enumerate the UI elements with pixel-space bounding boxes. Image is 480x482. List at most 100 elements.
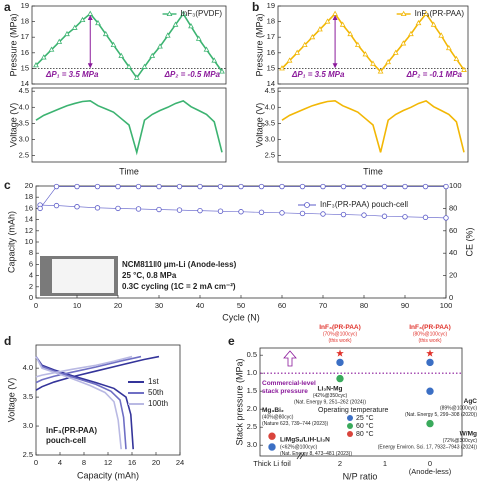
y-tick-label: 100 bbox=[449, 181, 462, 190]
y-axis-label: Voltage (V) bbox=[8, 103, 18, 148]
point-note: (this work) bbox=[328, 338, 351, 344]
point bbox=[335, 374, 345, 383]
marker bbox=[195, 35, 202, 41]
marker bbox=[461, 66, 467, 72]
y-tick-label: 0.5 bbox=[247, 350, 257, 359]
point bbox=[94, 205, 101, 211]
annotation: ΔP₂ = -0.5 MPa bbox=[164, 70, 221, 79]
point bbox=[135, 206, 142, 212]
marker bbox=[377, 68, 384, 74]
point-note: (89%@1000cyc) bbox=[440, 406, 477, 412]
point bbox=[74, 183, 80, 190]
point bbox=[267, 442, 277, 452]
point bbox=[156, 183, 162, 190]
y-tick-label: 2.0 bbox=[247, 404, 257, 413]
x-tick-label: 40 bbox=[196, 301, 204, 310]
legend-marker bbox=[347, 415, 353, 421]
legend-label: 60 °C bbox=[356, 422, 374, 430]
y-tick-label: 8 bbox=[29, 248, 33, 257]
plot-frame bbox=[277, 87, 469, 163]
point bbox=[425, 419, 435, 428]
y-tick-label: 4.0 bbox=[19, 102, 29, 111]
marker bbox=[149, 52, 156, 58]
point bbox=[402, 183, 408, 190]
reference-label: Commercial-level bbox=[262, 380, 316, 387]
panel-label: b bbox=[252, 0, 259, 14]
marker bbox=[309, 33, 316, 40]
point bbox=[425, 358, 435, 367]
y-tick-label: 2 bbox=[29, 282, 33, 291]
x-tick-label: 30 bbox=[155, 301, 163, 310]
y-tick-label: 18 bbox=[21, 17, 29, 26]
marker bbox=[354, 41, 361, 47]
y-tick-label: 40 bbox=[449, 248, 457, 257]
y-axis-label: Capacity (mAh) bbox=[6, 211, 16, 273]
y-tick-label: 4 bbox=[29, 271, 33, 280]
y-tick-label: 14 bbox=[267, 79, 275, 88]
x-tick-note: (Anode-less) bbox=[409, 467, 452, 476]
point bbox=[320, 211, 326, 217]
cell-photo-pouch bbox=[52, 259, 114, 293]
marker bbox=[33, 62, 39, 68]
y-tick-label: 3.5 bbox=[265, 118, 275, 127]
panel-label: e bbox=[228, 334, 235, 348]
marker bbox=[95, 19, 101, 26]
y-tick-label: 15 bbox=[21, 63, 29, 72]
point bbox=[361, 212, 367, 218]
y-tick-label: 4.5 bbox=[19, 86, 29, 95]
discharge-curve bbox=[35, 356, 122, 450]
x-tick-label: 20 bbox=[152, 458, 160, 467]
point bbox=[217, 183, 224, 190]
y-tick-label: 6 bbox=[29, 259, 33, 268]
marker bbox=[79, 16, 86, 23]
annotation: ΔP₁ = 3.5 MPa bbox=[291, 70, 345, 79]
y-tick-label: 2.5 bbox=[19, 151, 29, 160]
x-tick-label: 16 bbox=[128, 458, 136, 467]
marker bbox=[438, 32, 445, 38]
x-axis-label: Time bbox=[363, 166, 383, 176]
point bbox=[37, 205, 43, 212]
marker bbox=[385, 58, 392, 65]
marker bbox=[188, 23, 194, 29]
y-axis-label: Pressure (MPa) bbox=[254, 13, 264, 76]
point bbox=[425, 386, 435, 396]
marker bbox=[294, 49, 301, 55]
marker bbox=[362, 51, 369, 57]
marker bbox=[219, 68, 225, 74]
marker bbox=[126, 63, 132, 69]
marker bbox=[279, 65, 285, 71]
point bbox=[53, 183, 60, 190]
y-tick-label: 20 bbox=[449, 271, 457, 280]
y-tick-label: 16 bbox=[267, 48, 275, 57]
marker bbox=[339, 21, 346, 27]
point bbox=[443, 215, 449, 221]
point bbox=[279, 183, 285, 190]
y-tick-label: 16 bbox=[25, 203, 33, 212]
y-tick-label: 14 bbox=[21, 79, 29, 88]
y-tick-label: 4.0 bbox=[265, 102, 275, 111]
point bbox=[340, 211, 347, 218]
x-tick-label: 70 bbox=[319, 301, 327, 310]
x-axis-label: N/P ratio bbox=[343, 471, 378, 481]
point bbox=[53, 202, 60, 209]
x-axis-label: Capacity (mAh) bbox=[77, 470, 139, 480]
point bbox=[422, 214, 429, 221]
y-tick-label: 3.0 bbox=[247, 440, 257, 449]
discharge-curve bbox=[35, 356, 127, 450]
marker bbox=[430, 21, 437, 27]
legend-label: InF₃(PR-PAA) pouch-cell bbox=[320, 200, 408, 209]
point-note: (Energy Environ. Sci. 17, 7932–7943 (202… bbox=[378, 444, 478, 450]
plot-frame bbox=[31, 5, 227, 85]
point-label: W/Mg bbox=[460, 430, 477, 437]
x-tick-label: 0 bbox=[428, 459, 432, 468]
highlight-star bbox=[336, 349, 344, 357]
point bbox=[258, 183, 265, 190]
x-tick-label: 8 bbox=[82, 458, 86, 467]
point bbox=[115, 205, 121, 212]
marker bbox=[203, 46, 210, 52]
marker bbox=[324, 18, 331, 24]
point bbox=[238, 209, 244, 215]
point-label: LiMgSₓ/LiH-Li₃N bbox=[280, 437, 330, 444]
point-note: (Nature 623, 739–744 (2023)) bbox=[262, 421, 328, 427]
pressure-arrow bbox=[283, 350, 297, 367]
